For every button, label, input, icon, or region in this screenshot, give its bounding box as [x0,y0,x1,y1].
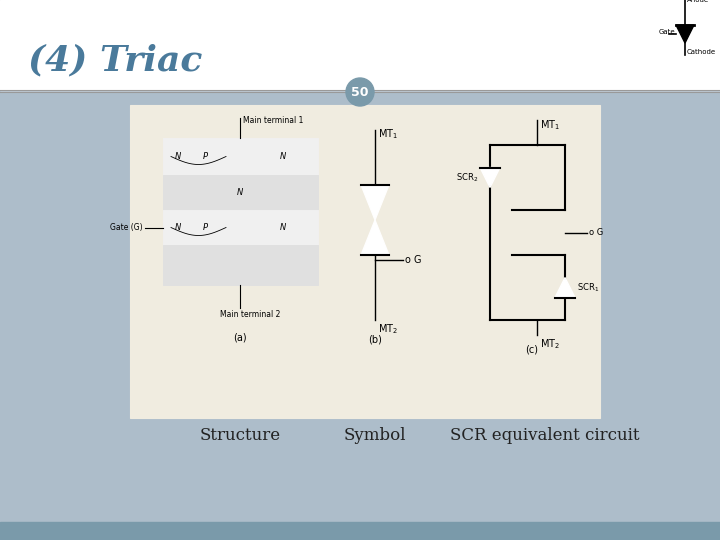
Text: N: N [237,188,243,197]
Text: Anode: Anode [687,0,709,3]
Polygon shape [361,185,389,220]
Bar [163,138,318,175]
Text: o G: o G [405,255,421,265]
Text: (4) Triac: (4) Triac [28,43,202,77]
Text: N: N [175,223,181,232]
Text: P: P [202,152,207,161]
Text: P: P [202,223,207,232]
Text: 50: 50 [351,85,369,98]
Text: N: N [280,152,286,161]
Text: MT$_1$: MT$_1$ [540,118,560,132]
Polygon shape [555,278,575,298]
Text: o G: o G [589,228,603,237]
Text: (c): (c) [526,345,539,355]
Text: MT$_2$: MT$_2$ [378,322,398,336]
Bar [163,210,318,245]
Text: N: N [175,152,181,161]
Text: (b): (b) [368,335,382,345]
Polygon shape [480,167,500,187]
Text: Main terminal 1: Main terminal 1 [243,116,303,125]
Text: Gate (G): Gate (G) [110,223,143,232]
Bar [130,105,600,418]
Text: SCR equivalent circuit: SCR equivalent circuit [450,427,640,443]
Text: Structure: Structure [199,427,281,443]
Text: Cathode: Cathode [687,49,716,55]
Text: Symbol: Symbol [343,427,406,443]
Text: N: N [280,223,286,232]
Text: MT$_2$: MT$_2$ [540,337,560,351]
Polygon shape [361,220,389,255]
Text: MT$_1$: MT$_1$ [378,127,398,141]
Circle shape [346,78,374,106]
Polygon shape [676,25,694,43]
Bar [163,245,318,285]
Bar [0,0,720,90]
Text: SCR$_2$: SCR$_2$ [456,171,478,184]
Text: Gate: Gate [659,29,675,35]
Text: (a): (a) [233,332,247,342]
Text: Main terminal 2: Main terminal 2 [220,310,280,319]
Text: SCR$_1$: SCR$_1$ [577,281,599,294]
Bar [163,175,318,210]
Bar [0,522,720,540]
